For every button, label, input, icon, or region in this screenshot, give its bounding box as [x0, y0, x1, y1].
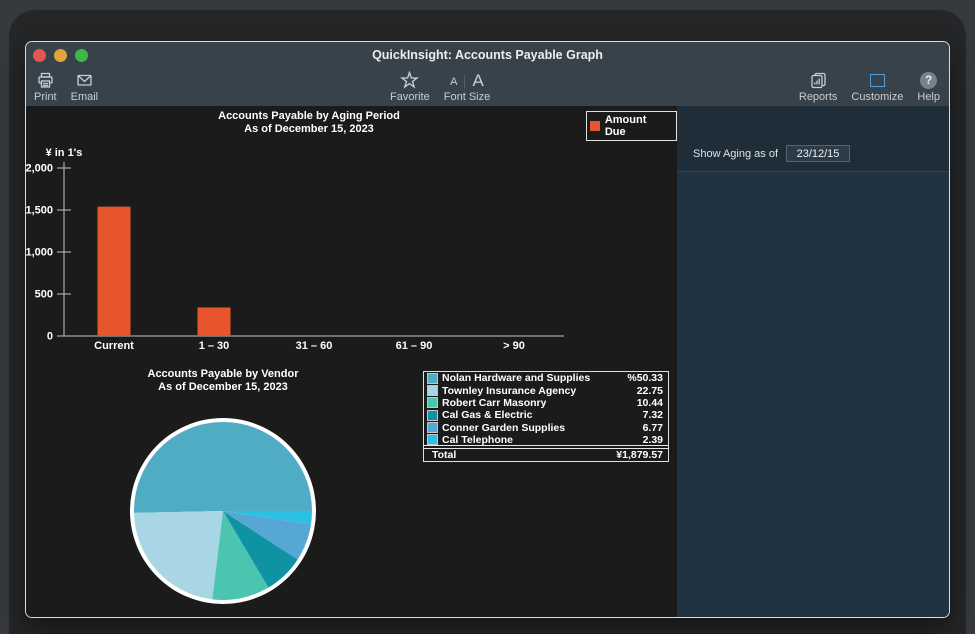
- reports-icon: [809, 71, 828, 90]
- pie-title-line2: As of December 15, 2023: [123, 381, 323, 394]
- customize-button[interactable]: Customize: [851, 71, 903, 103]
- vendor-name: Robert Carr Masonry: [442, 397, 546, 409]
- side-panel-body: [677, 172, 949, 617]
- help-icon: ?: [920, 71, 937, 90]
- aging-date-input[interactable]: [786, 145, 850, 162]
- vendor-swatch: [428, 386, 437, 395]
- aging-controls: Show Aging as of: [677, 106, 949, 172]
- screen: QuickInsight: Accounts Payable Graph Pri: [0, 0, 975, 634]
- bar-title-line1: Accounts Payable by Aging Period: [159, 110, 459, 123]
- customize-icon: [870, 71, 885, 90]
- vendor-swatch: [428, 374, 437, 383]
- envelope-icon: [75, 71, 94, 90]
- vendor-row: Townley Insurance Agency 22.75: [424, 384, 668, 396]
- reports-label: Reports: [799, 91, 838, 103]
- amount-due-label: Amount Due: [605, 114, 669, 138]
- vendor-row: Robert Carr Masonry 10.44: [424, 397, 668, 409]
- pie-title-line1: Accounts Payable by Vendor: [123, 368, 323, 381]
- x-category-label: 1 – 30: [199, 340, 230, 352]
- favorite-label: Favorite: [390, 91, 430, 103]
- y-tick-label: 0: [47, 331, 53, 343]
- vendor-swatch: [428, 398, 437, 407]
- reports-button[interactable]: Reports: [799, 71, 838, 103]
- y-axis-title: ¥ in 1's: [46, 147, 83, 159]
- vendor-name: Cal Gas & Electric: [442, 409, 532, 421]
- y-tick-label: 1,500: [26, 205, 53, 217]
- bar-1[interactable]: [198, 307, 231, 336]
- vendor-value: 2.39: [643, 434, 663, 446]
- vendor-legend-table: Nolan Hardware and Supplies%50.33Townley…: [423, 371, 669, 462]
- bar-chart-title: Accounts Payable by Aging Period As of D…: [159, 110, 459, 136]
- x-category-label: Current: [94, 340, 134, 352]
- pie-chart-title: Accounts Payable by Vendor As of Decembe…: [123, 368, 323, 393]
- vendor-total-row: Total ¥1,879.57: [424, 448, 668, 461]
- vendor-value: %50.33: [627, 372, 663, 384]
- vendor-swatch: [428, 435, 437, 444]
- y-tick-label: 1,000: [26, 247, 53, 259]
- vendor-total-value: ¥1,879.57: [616, 449, 663, 461]
- amount-due-legend: Amount Due: [586, 111, 677, 141]
- vendor-row: Nolan Hardware and Supplies %50.33: [424, 372, 668, 384]
- font-size-button[interactable]: A A Font Size: [444, 71, 490, 103]
- amount-due-swatch: [590, 121, 600, 131]
- font-size-label: Font Size: [444, 91, 490, 103]
- chart-area: ¥ in 1's 0 500 1,000 1,500 2,000 Current 1 – 30…: [26, 106, 677, 617]
- charts-canvas: ¥ in 1's 0 500 1,000 1,500 2,000 Current 1 – 30…: [26, 106, 677, 618]
- bar-0[interactable]: [98, 207, 131, 336]
- vendor-swatch: [428, 423, 437, 432]
- email-label: Email: [71, 91, 99, 103]
- content: ¥ in 1's 0 500 1,000 1,500 2,000 Current 1 – 30…: [26, 106, 949, 617]
- y-tick-label: 500: [35, 289, 53, 301]
- favorite-button[interactable]: Favorite: [390, 71, 430, 103]
- toolbar: Print Email: [26, 68, 949, 106]
- print-label: Print: [34, 91, 57, 103]
- window-title: QuickInsight: Accounts Payable Graph: [26, 48, 949, 62]
- vendor-total-label: Total: [432, 449, 456, 461]
- bar-title-line2: As of December 15, 2023: [159, 123, 459, 136]
- show-aging-label: Show Aging as of: [693, 146, 778, 162]
- vendor-value: 22.75: [637, 385, 663, 397]
- titlebar: QuickInsight: Accounts Payable Graph: [26, 42, 949, 68]
- vendor-row: Cal Telephone 2.39: [424, 434, 668, 446]
- vendor-value: 7.32: [643, 409, 663, 421]
- star-icon: [400, 71, 419, 90]
- vendor-value: 10.44: [637, 397, 663, 409]
- vendor-name: Townley Insurance Agency: [442, 385, 576, 397]
- app-window: QuickInsight: Accounts Payable Graph Pri: [25, 41, 950, 618]
- help-label: Help: [917, 91, 940, 103]
- side-panel: Show Aging as of: [677, 106, 949, 617]
- x-category-label: 31 – 60: [296, 340, 333, 352]
- print-button[interactable]: Print: [34, 71, 57, 103]
- y-tick-label: 2,000: [26, 163, 53, 175]
- vendor-row: Cal Gas & Electric 7.32: [424, 409, 668, 421]
- vendor-swatch: [428, 411, 437, 420]
- vendor-name: Nolan Hardware and Supplies: [442, 372, 590, 384]
- help-button[interactable]: ? Help: [917, 71, 940, 103]
- customize-label: Customize: [851, 91, 903, 103]
- email-button[interactable]: Email: [71, 71, 99, 103]
- x-category-label: 61 – 90: [396, 340, 433, 352]
- x-category-label: > 90: [503, 340, 525, 352]
- vendor-name: Conner Garden Supplies: [442, 422, 565, 434]
- font-size-icon: A A: [450, 71, 484, 90]
- vendor-value: 6.77: [643, 422, 663, 434]
- pie-slice-1[interactable]: [134, 511, 223, 599]
- vendor-row: Conner Garden Supplies 6.77: [424, 422, 668, 434]
- vendor-name: Cal Telephone: [442, 434, 513, 446]
- printer-icon: [36, 71, 55, 90]
- pie-slice-0[interactable]: [134, 422, 312, 513]
